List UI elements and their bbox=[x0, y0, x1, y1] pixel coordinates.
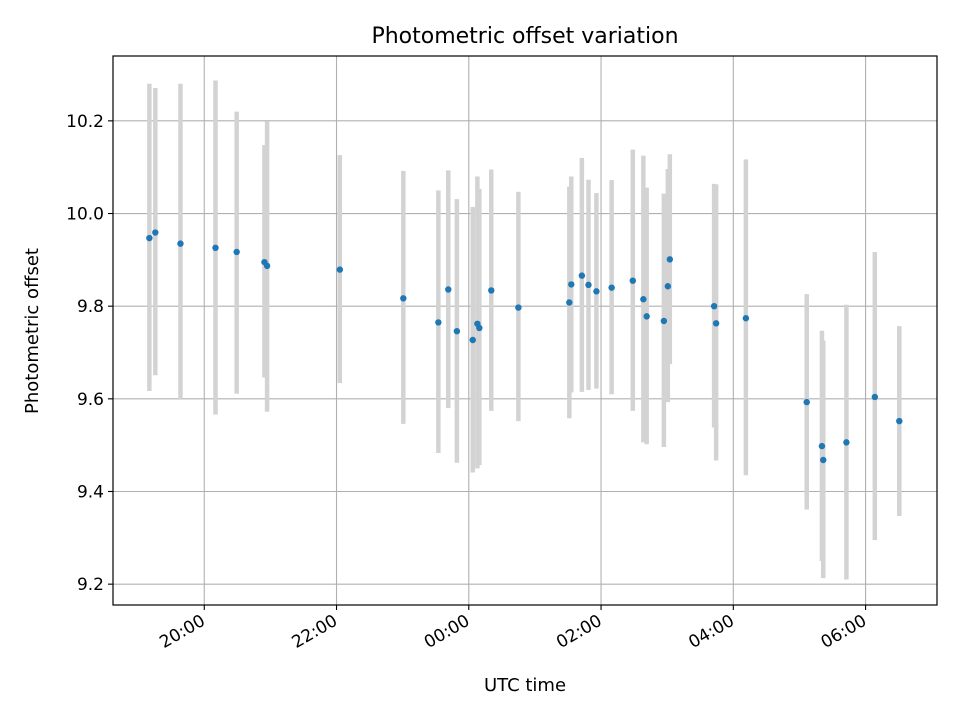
data-point bbox=[146, 234, 153, 242]
data-point bbox=[435, 319, 442, 326]
y-tick-label: 9.4 bbox=[77, 482, 104, 502]
data-point bbox=[400, 295, 407, 302]
data-point bbox=[469, 336, 476, 344]
data-point bbox=[585, 281, 592, 289]
data-point bbox=[568, 281, 575, 288]
data-point bbox=[896, 417, 903, 425]
data-point bbox=[820, 456, 827, 464]
data-point bbox=[712, 320, 720, 327]
data-point bbox=[263, 262, 271, 270]
data-point bbox=[710, 302, 718, 310]
data-points bbox=[146, 229, 903, 464]
data-point bbox=[233, 248, 240, 256]
data-point bbox=[818, 442, 826, 450]
y-axis-label: Photometric offset bbox=[22, 248, 43, 414]
data-point bbox=[742, 315, 750, 322]
data-point bbox=[488, 287, 495, 294]
y-tick-label: 9.8 bbox=[77, 297, 104, 317]
grid bbox=[113, 56, 937, 605]
data-point bbox=[515, 304, 522, 311]
data-point bbox=[871, 393, 879, 401]
data-point bbox=[593, 288, 600, 295]
data-point bbox=[476, 324, 483, 332]
data-point bbox=[629, 277, 636, 284]
y-tick-label: 9.6 bbox=[77, 390, 104, 410]
data-point bbox=[152, 229, 159, 236]
data-point bbox=[640, 296, 647, 303]
data-point bbox=[660, 317, 668, 325]
data-point bbox=[177, 240, 184, 247]
data-point bbox=[608, 284, 615, 291]
data-point bbox=[336, 266, 344, 273]
data-point bbox=[453, 327, 461, 335]
chart-title: Photometric offset variation bbox=[371, 24, 678, 49]
data-point bbox=[566, 299, 573, 306]
data-point bbox=[445, 286, 452, 293]
y-tick-label: 9.2 bbox=[77, 575, 104, 595]
plot-area-frame bbox=[112, 55, 938, 606]
y-tick-label: 10.0 bbox=[66, 205, 104, 225]
data-point bbox=[666, 256, 674, 263]
x-axis-label: UTC time bbox=[484, 675, 566, 696]
data-point bbox=[578, 272, 586, 279]
data-point bbox=[212, 244, 219, 252]
data-point bbox=[664, 283, 672, 290]
data-point bbox=[643, 313, 650, 320]
data-point bbox=[803, 398, 810, 406]
y-tick-label: 10.2 bbox=[66, 112, 104, 132]
data-point bbox=[843, 439, 850, 446]
